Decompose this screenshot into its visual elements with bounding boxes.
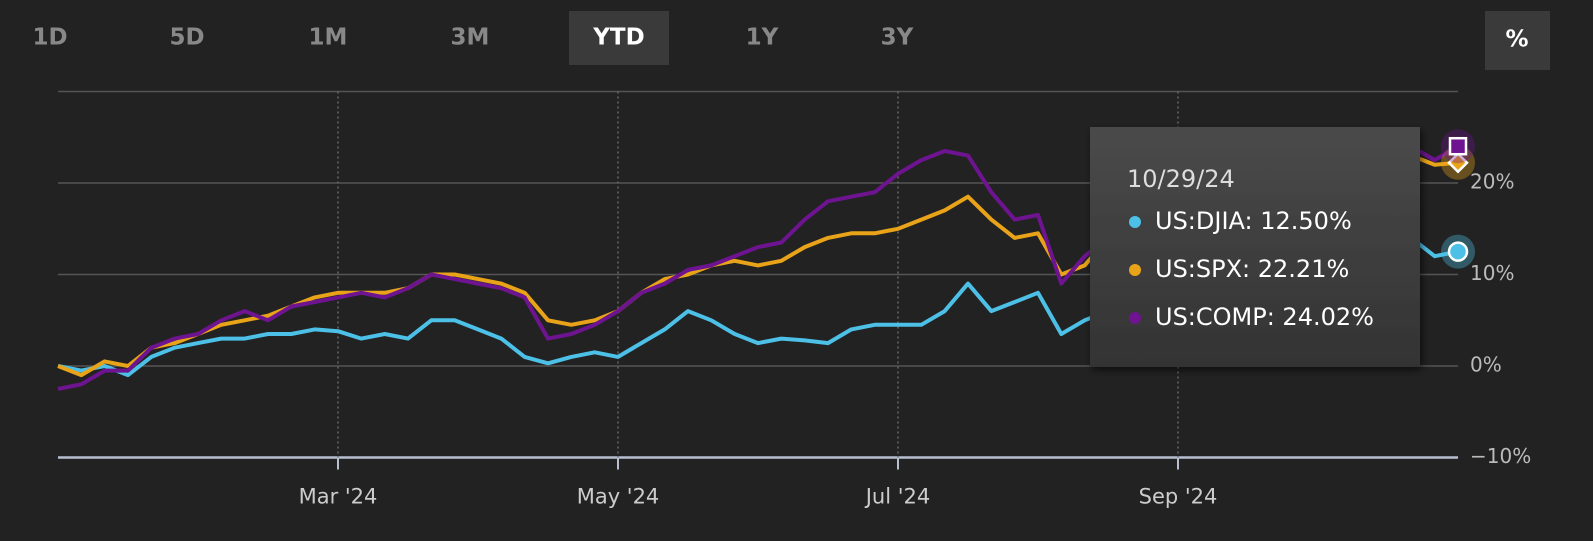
tooltip-dot xyxy=(1129,312,1141,324)
y-tick-label: 20% xyxy=(1470,170,1514,194)
toolbar: 1D 5D 1M 3M YTD 1Y 3Y% xyxy=(32,11,1550,70)
tooltip-entry: US:DJIA: 12.50% xyxy=(1155,207,1352,235)
tooltip-box xyxy=(1090,127,1420,367)
x-tick-label: Sep '24 xyxy=(1139,485,1218,509)
tooltip-entry: US:SPX: 22.21% xyxy=(1155,255,1349,283)
y-tick-label: 10% xyxy=(1470,261,1514,285)
range-button[interactable]: 1D xyxy=(32,25,67,51)
tooltip: 10/29/24 US:DJIA: 12.50% US:SPX: 22.21% US:… xyxy=(1090,127,1420,367)
percent-button[interactable]: % xyxy=(1505,27,1528,53)
range-button[interactable]: 3Y xyxy=(881,25,914,51)
range-button[interactable]: 1M xyxy=(309,25,348,51)
tooltip-dot xyxy=(1129,264,1141,276)
range-button[interactable]: 3M xyxy=(451,25,490,51)
end-marker xyxy=(1447,152,1469,174)
x-tick-label: Mar '24 xyxy=(299,485,378,509)
x-tick-label: May '24 xyxy=(577,485,660,509)
x-tick-label: Jul '24 xyxy=(864,485,931,509)
end-marker xyxy=(1447,241,1469,262)
percent-button-bg[interactable] xyxy=(1485,11,1550,70)
end-marker xyxy=(1448,136,1468,156)
tooltip-dot xyxy=(1129,216,1141,228)
range-button[interactable]: 5D xyxy=(169,25,204,51)
y-tick-label: 0% xyxy=(1470,353,1502,377)
range-button[interactable]: YTD xyxy=(592,25,644,51)
range-button-bg xyxy=(569,11,669,65)
y-tick-label: −10% xyxy=(1470,444,1531,468)
tooltip-date: 10/29/24 xyxy=(1127,165,1235,193)
range-button[interactable]: 1Y xyxy=(746,25,779,51)
tooltip-entry: US:COMP: 24.02% xyxy=(1155,303,1374,331)
